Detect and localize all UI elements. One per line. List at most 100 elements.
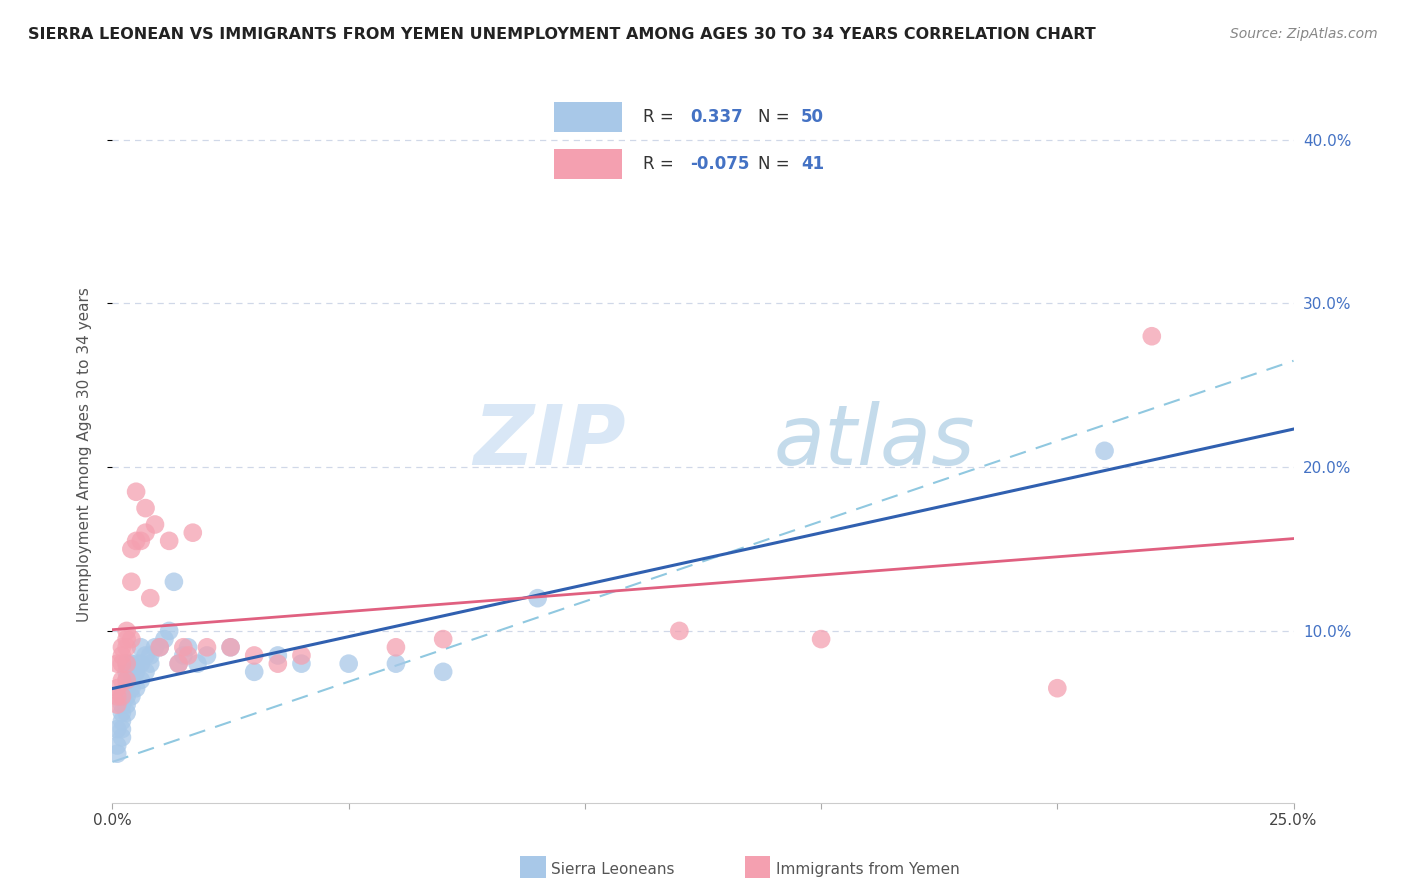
Point	[1140, 329, 1163, 343]
Point	[135, 665, 157, 679]
Point	[105, 698, 128, 712]
Point	[111, 698, 134, 712]
Point	[157, 533, 180, 548]
Point	[125, 681, 148, 696]
Point	[163, 574, 186, 589]
Point	[111, 673, 134, 687]
Text: 0.337: 0.337	[690, 108, 742, 126]
Point	[115, 698, 138, 712]
Point	[243, 665, 266, 679]
Point	[111, 706, 134, 720]
Text: Immigrants from Yemen: Immigrants from Yemen	[776, 863, 960, 877]
Point	[115, 706, 138, 720]
Text: SIERRA LEONEAN VS IMMIGRANTS FROM YEMEN UNEMPLOYMENT AMONG AGES 30 TO 34 YEARS C: SIERRA LEONEAN VS IMMIGRANTS FROM YEMEN …	[28, 27, 1095, 42]
Point	[120, 542, 142, 557]
Text: 50: 50	[801, 108, 824, 126]
Point	[105, 739, 128, 753]
Point	[120, 673, 142, 687]
Point	[195, 648, 218, 663]
Point	[157, 624, 180, 638]
Point	[139, 591, 162, 606]
Point	[115, 624, 138, 638]
Point	[143, 517, 166, 532]
Point	[172, 640, 194, 655]
Point	[810, 632, 832, 646]
FancyBboxPatch shape	[554, 149, 621, 179]
Point	[337, 657, 360, 671]
Point	[135, 648, 157, 663]
Point	[290, 657, 312, 671]
Point	[115, 657, 138, 671]
Point	[120, 681, 142, 696]
Point	[181, 525, 204, 540]
Text: atlas: atlas	[773, 401, 976, 482]
Point	[167, 657, 190, 671]
Point	[267, 657, 290, 671]
Point	[172, 648, 194, 663]
Point	[115, 690, 138, 704]
Point	[115, 632, 138, 646]
Point	[125, 533, 148, 548]
Point	[149, 640, 172, 655]
Point	[105, 690, 128, 704]
Point	[120, 632, 142, 646]
Text: -0.075: -0.075	[690, 155, 749, 173]
Point	[290, 648, 312, 663]
Point	[139, 648, 162, 663]
Text: Sierra Leoneans: Sierra Leoneans	[551, 863, 675, 877]
Point	[129, 657, 152, 671]
Point	[149, 640, 172, 655]
Point	[219, 640, 242, 655]
Point	[115, 640, 138, 655]
Point	[129, 533, 152, 548]
Point	[115, 665, 138, 679]
Point	[139, 657, 162, 671]
Point	[120, 657, 142, 671]
Point	[1046, 681, 1069, 696]
Point	[219, 640, 242, 655]
Point	[526, 591, 548, 606]
Point	[115, 681, 138, 696]
Point	[111, 690, 134, 704]
Point	[105, 747, 128, 761]
Point	[177, 640, 200, 655]
Text: N =: N =	[758, 108, 789, 126]
Point	[111, 690, 134, 704]
Point	[125, 657, 148, 671]
Point	[432, 665, 454, 679]
Point	[186, 657, 208, 671]
Point	[111, 640, 134, 655]
Text: ZIP: ZIP	[474, 401, 626, 482]
Point	[111, 648, 134, 663]
Point	[120, 665, 142, 679]
Point	[120, 690, 142, 704]
Point	[125, 484, 148, 499]
Point	[267, 648, 290, 663]
Point	[105, 681, 128, 696]
Text: Source: ZipAtlas.com: Source: ZipAtlas.com	[1230, 27, 1378, 41]
Text: 41: 41	[801, 155, 824, 173]
Point	[167, 657, 190, 671]
Point	[195, 640, 218, 655]
Point	[432, 632, 454, 646]
Point	[105, 657, 128, 671]
Point	[668, 624, 690, 638]
FancyBboxPatch shape	[554, 102, 621, 132]
Point	[135, 501, 157, 516]
Y-axis label: Unemployment Among Ages 30 to 34 years: Unemployment Among Ages 30 to 34 years	[77, 287, 91, 623]
Point	[111, 657, 134, 671]
Point	[111, 722, 134, 736]
Point	[129, 673, 152, 687]
Point	[243, 648, 266, 663]
Point	[385, 657, 408, 671]
Point	[177, 648, 200, 663]
Point	[1094, 443, 1116, 458]
Point	[143, 640, 166, 655]
Point	[115, 673, 138, 687]
Point	[115, 657, 138, 671]
Point	[111, 731, 134, 745]
Point	[105, 722, 128, 736]
Point	[111, 714, 134, 728]
Point	[125, 665, 148, 679]
Point	[129, 640, 152, 655]
